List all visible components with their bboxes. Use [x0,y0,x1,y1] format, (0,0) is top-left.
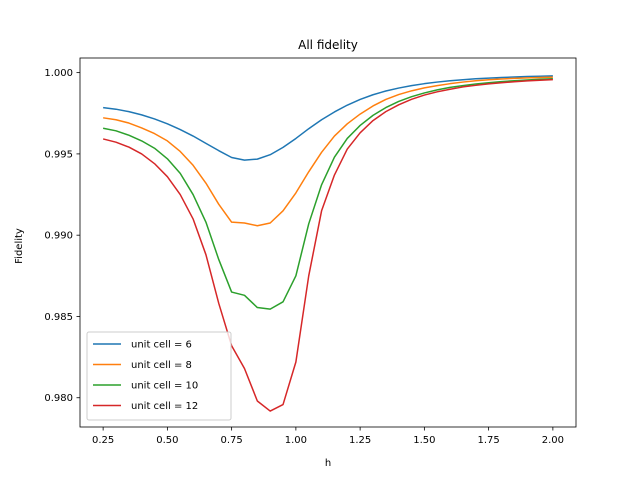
axes-frame [79,57,577,428]
series-line-3 [102,78,553,310]
series-line-1 [103,75,553,161]
x-tick-label: 0.75 [220,435,242,446]
series-line-2 [103,76,553,227]
plot-area: 0.25 0.50 0.75 1.00 1.25 1.50 1.75 2.00 0.980 0.9… [44,57,577,446]
legend-label-1: unit cell = 6 [131,340,192,351]
legend: unit cell = 6 unit cell = 8 unit cell = 10… [86,331,232,421]
y-tick-label: 0.995 [44,149,73,160]
x-tick-label: 1.50 [413,435,435,446]
y-tick-label: 0.985 [44,312,73,323]
chart-title: All fidelity [298,38,358,52]
x-tick-label: 0.50 [156,435,178,446]
y-axis-label: Fidelity [14,228,25,264]
legend-label-3: unit cell = 10 [131,381,198,392]
x-tick-label: 0.25 [92,435,114,446]
legend-label-4: unit cell = 12 [131,401,198,412]
series-line-4 [102,78,553,412]
x-tick-label: 2.00 [542,435,564,446]
x-axis-label: h [325,458,331,469]
y-tick-label: 0.980 [44,393,73,404]
y-tick-label: 1.000 [44,68,73,79]
legend-label-2: unit cell = 8 [131,360,192,371]
x-tick-label: 1.75 [477,435,499,446]
x-tick-label: 1.25 [349,435,371,446]
legend-box [86,331,232,421]
x-tick-label: 1.00 [285,435,307,446]
y-tick-label: 0.990 [44,231,73,242]
